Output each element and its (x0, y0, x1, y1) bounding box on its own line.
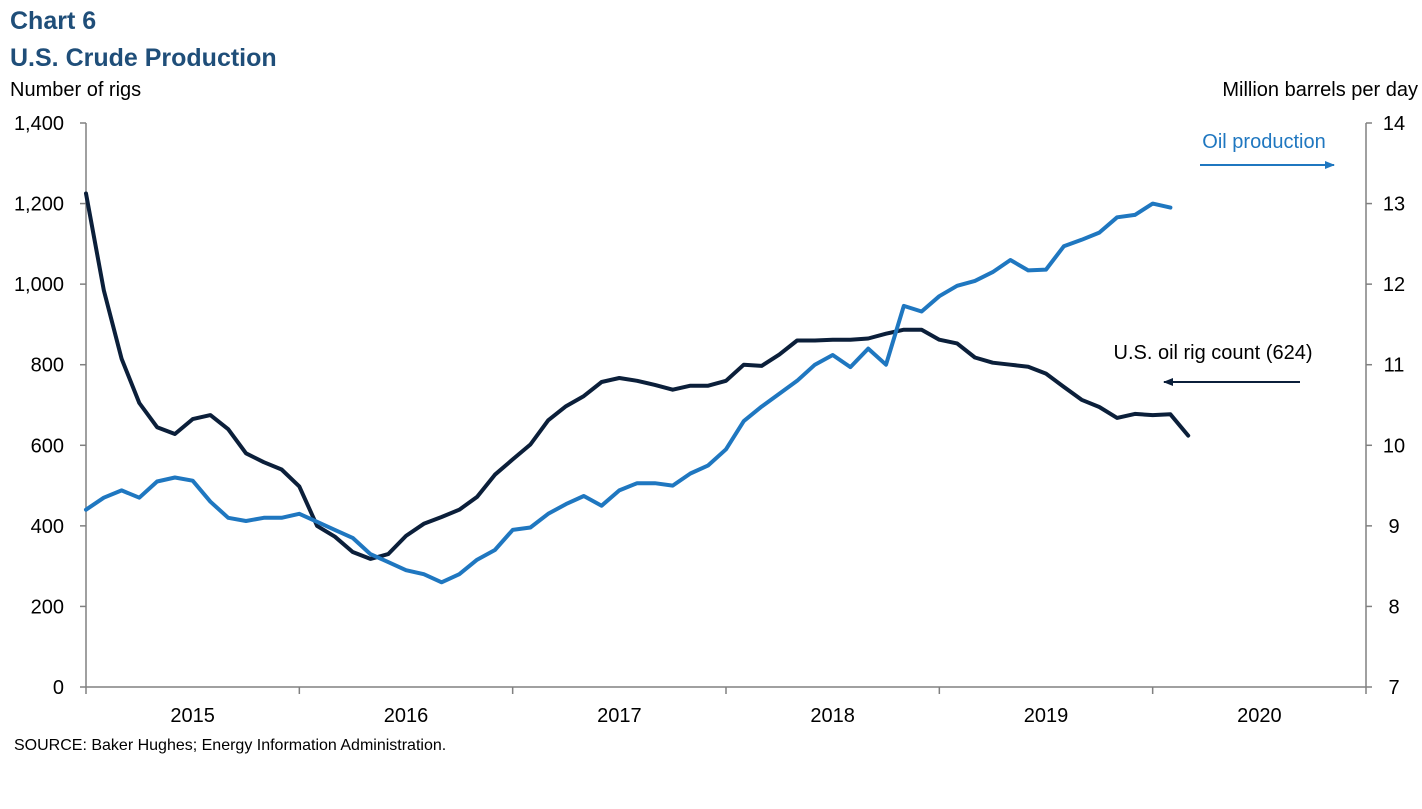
right-tick-label: 13 (1383, 194, 1405, 216)
rig-count-line (84, 191, 1191, 561)
right-tick-label: 11 (1384, 355, 1405, 377)
right-tick-label: 9 (1388, 516, 1399, 538)
left-tick-label: 400 (31, 516, 64, 538)
right-tick-label: 14 (1383, 113, 1405, 135)
left-tick-label: 800 (31, 355, 64, 377)
rig-count-annotation: U.S. oil rig count (624) (1114, 342, 1313, 364)
right-tick-label: 10 (1383, 435, 1405, 457)
axes: 0 200 400 600 800 1,000 1,200 1,400 7 8 9 10 11 12 13 1… (14, 113, 1405, 727)
left-tick-label: 0 (53, 677, 64, 699)
annotations: Oil production U.S. oil rig count (624) (1114, 131, 1335, 386)
left-tick-label: 600 (31, 435, 64, 457)
right-tick-label: 12 (1383, 274, 1405, 296)
left-axis-label: Number of rigs (10, 79, 142, 101)
x-tick-label: 2015 (170, 705, 215, 727)
right-tick-label: 8 (1388, 596, 1399, 618)
oil-production-line (84, 201, 1173, 585)
left-tick-label: 1,200 (14, 194, 64, 216)
left-tick-label: 200 (31, 596, 64, 618)
chart-number: Chart 6 (10, 7, 97, 35)
right-tick-label: 7 (1388, 677, 1399, 699)
x-tick-label: 2018 (810, 705, 855, 727)
series-group (84, 191, 1191, 585)
x-tick-label: 2019 (1024, 705, 1069, 727)
right-axis-label: Million barrels per day (1222, 79, 1418, 101)
x-tick-label: 2016 (384, 705, 429, 727)
left-tick-label: 1,400 (14, 113, 64, 135)
left-tick-label: 1,000 (14, 274, 64, 296)
x-tick-label: 2020 (1237, 705, 1282, 727)
x-tick-label: 2017 (597, 705, 642, 727)
source-note: SOURCE: Baker Hughes; Energy Information… (14, 737, 447, 754)
production-annotation: Oil production (1202, 131, 1325, 153)
chart-title: U.S. Crude Production (10, 44, 277, 72)
